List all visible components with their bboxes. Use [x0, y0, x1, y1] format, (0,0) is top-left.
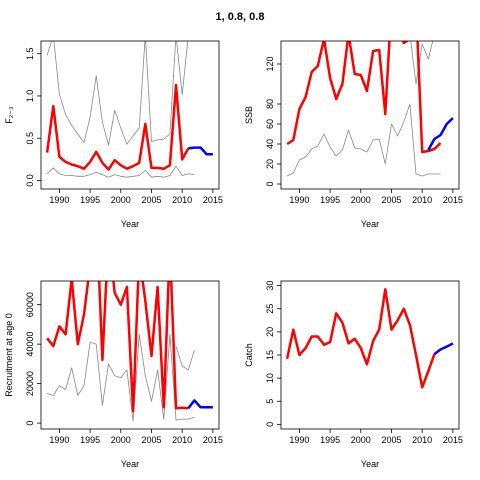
ssb-y-tick-label: 80 — [265, 99, 275, 109]
fishing-mortality-x-tick-label: 2010 — [172, 195, 192, 205]
fishing-mortality-y-tick-label: 1.0 — [25, 90, 35, 103]
ssb-x-tick-label: 1990 — [289, 195, 309, 205]
recruitment-x-axis-label: Year — [121, 459, 139, 469]
fishing-mortality-lower-line — [46, 165, 195, 178]
recruitment-plot-frame — [40, 280, 220, 430]
recruitment-x-tick-label: 2005 — [141, 435, 161, 445]
catch-x-tick-label: 2015 — [443, 435, 463, 445]
recruitment-y-tick-label: 20000 — [25, 371, 35, 396]
catch-y-axis-label: Catch — [244, 343, 254, 367]
recruitment-estimate-line — [46, 281, 189, 413]
catch-x-tick-label: 2010 — [412, 435, 432, 445]
ssb-lower-line — [286, 103, 441, 177]
ssb-projection-line — [427, 117, 454, 151]
fishing-mortality-x-tick-label: 1990 — [49, 195, 69, 205]
fishing-mortality-y-tick-label: 0.0 — [25, 174, 35, 187]
catch-projection-line — [433, 342, 454, 356]
catch-x-axis-label: Year — [361, 459, 379, 469]
ssb-y-axis-label: SSB — [244, 106, 254, 124]
recruitment-y-axis-label: Recruitment at age 0 — [4, 313, 14, 397]
ssb-x-tick-label: 1995 — [320, 195, 340, 205]
ssb-upper-line — [410, 41, 434, 85]
catch-y-tick-label: 25 — [265, 304, 275, 314]
ssb-estimate-line — [286, 41, 442, 154]
catch-x-tick-label: 1995 — [320, 435, 340, 445]
fishing-mortality-x-tick-label: 2015 — [203, 195, 223, 205]
recruitment-y-tick-label: 40000 — [25, 332, 35, 357]
catch-x-tick-label: 1990 — [289, 435, 309, 445]
ssb-y-tick-label: 0 — [265, 181, 275, 186]
fishing-mortality-estimate-line — [45, 83, 190, 171]
recruitment-x-tick-label: 2010 — [172, 435, 192, 445]
ssb-x-tick-label: 2000 — [351, 195, 371, 205]
catch-x-tick-label: 2005 — [381, 435, 401, 445]
ssb-plot-frame — [280, 40, 460, 190]
ssb-x-tick-label: 2005 — [381, 195, 401, 205]
catch-y-tick-label: 5 — [265, 399, 275, 404]
ssb-y-tick-label: 20 — [265, 159, 275, 169]
recruitment-x-tick-label: 2000 — [111, 435, 131, 445]
ssb-x-tick-label: 2015 — [443, 195, 463, 205]
fishing-mortality-y-tick-label: 1.5 — [25, 47, 35, 60]
ssb-y-tick-label: 40 — [265, 139, 275, 149]
catch-panel: 1990 1995 2000 2005 2010 2015 0 5 10 15 20 25 30 Year… — [244, 280, 463, 469]
fishing-mortality-plot-frame — [40, 40, 220, 190]
fishing-mortality-x-tick-label: 2005 — [141, 195, 161, 205]
ssb-panel: 1990 1995 2000 2005 2010 2015 0 20 40 60 80 120 Year… — [244, 40, 463, 229]
recruitment-lower-line — [46, 333, 195, 422]
catch-y-tick-label: 0 — [265, 422, 275, 427]
catch-y-tick-label: 10 — [265, 373, 275, 383]
recruitment-x-tick-label: 1995 — [80, 435, 100, 445]
ssb-y-tick-label: 60 — [265, 119, 275, 129]
recruitment-upper-line — [175, 345, 195, 371]
ssb-x-axis-label: Year — [361, 219, 379, 229]
figure-title: 1, 0.8, 0.8 — [216, 11, 265, 23]
fishing-mortality-upper-line — [46, 41, 189, 146]
ssb-y-tick-label: 120 — [265, 56, 275, 71]
catch-x-tick-label: 2000 — [351, 435, 371, 445]
fishing-mortality-x-tick-label: 1995 — [80, 195, 100, 205]
fishing-mortality-projection-line — [188, 146, 213, 156]
fishing-mortality-y-tick-label: 0.5 — [25, 132, 35, 145]
recruitment-x-tick-label: 1990 — [49, 435, 69, 445]
fishing-mortality-y-axis-label: F₂₋₃ — [4, 106, 14, 124]
catch-y-tick-label: 15 — [265, 350, 275, 360]
fishing-mortality-x-tick-label: 2000 — [111, 195, 131, 205]
recruitment-projection-line — [187, 399, 213, 410]
catch-estimate-line — [285, 288, 436, 389]
catch-y-tick-label: 20 — [265, 327, 275, 337]
catch-y-tick-label: 30 — [265, 281, 275, 291]
recruitment-x-tick-label: 2015 — [203, 435, 223, 445]
recruitment-panel: 1990 1995 2000 2005 2010 2015 0 20000 40000 60000… — [4, 280, 223, 469]
ssb-x-tick-label: 2010 — [412, 195, 432, 205]
recruitment-y-tick-label: 60000 — [25, 292, 35, 317]
fishing-mortality-x-axis-label: Year — [121, 219, 139, 229]
fishing-mortality-panel: 1990 1995 2000 2005 2010 2015 0.0 0.5 1.0 1.5 Year… — [4, 40, 223, 229]
recruitment-y-tick-label: 0 — [25, 421, 35, 426]
